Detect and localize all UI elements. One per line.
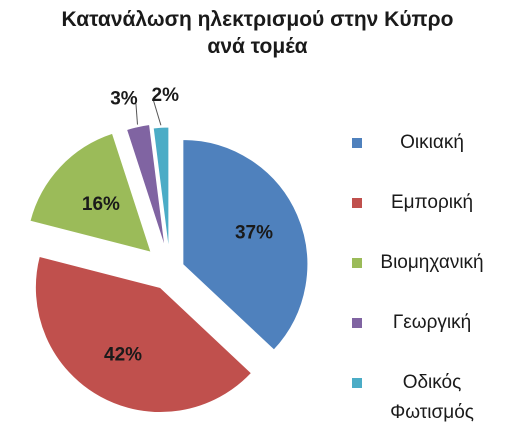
legend-swatch-1 <box>352 138 362 148</box>
legend-label-4: Γεωργική <box>392 312 472 333</box>
pie-slice-5 <box>152 126 170 253</box>
data-label-2: 42% <box>104 344 142 365</box>
legend-swatch-2 <box>352 198 362 208</box>
legend-item-2: Εμπορική <box>352 188 512 248</box>
pie-slice-4 <box>125 123 166 249</box>
data-label-5: 2% <box>152 85 180 106</box>
legend-label-1: Οικιακή <box>400 132 464 153</box>
legend-label-3: Βιομηχανική <box>380 252 484 273</box>
legend-swatch-4 <box>352 318 362 328</box>
pie-slice-2 <box>34 255 253 414</box>
leader-line-5 <box>152 99 162 126</box>
pie-slice-3 <box>29 132 152 253</box>
legend-item-1: Οικιακή <box>352 128 512 188</box>
legend-item-4: Γεωργική <box>352 308 512 368</box>
legend-item-3: Βιομηχανική <box>352 248 512 308</box>
legend-item-5: Οδικός Φωτισμός <box>352 368 512 428</box>
legend-label-2: Εμπορική <box>390 192 474 213</box>
data-label-1: 37% <box>235 223 273 244</box>
legend-label-5: Οδικός Φωτισμός <box>390 372 474 423</box>
chart-title: Κατανάλωση ηλεκτρισμού στην Κύπρο ανά το… <box>0 6 515 60</box>
leader-line-4 <box>135 103 138 125</box>
chart-title-line-1: Κατανάλωση ηλεκτρισμού στην Κύπρο <box>61 8 454 31</box>
chart-title-line-2: ανά τομέα <box>207 35 308 58</box>
pie-slice-1 <box>182 138 309 351</box>
data-label-4: 3% <box>110 89 138 110</box>
legend-swatch-3 <box>352 258 362 268</box>
data-label-3: 16% <box>82 194 120 215</box>
legend-swatch-5 <box>352 378 362 388</box>
